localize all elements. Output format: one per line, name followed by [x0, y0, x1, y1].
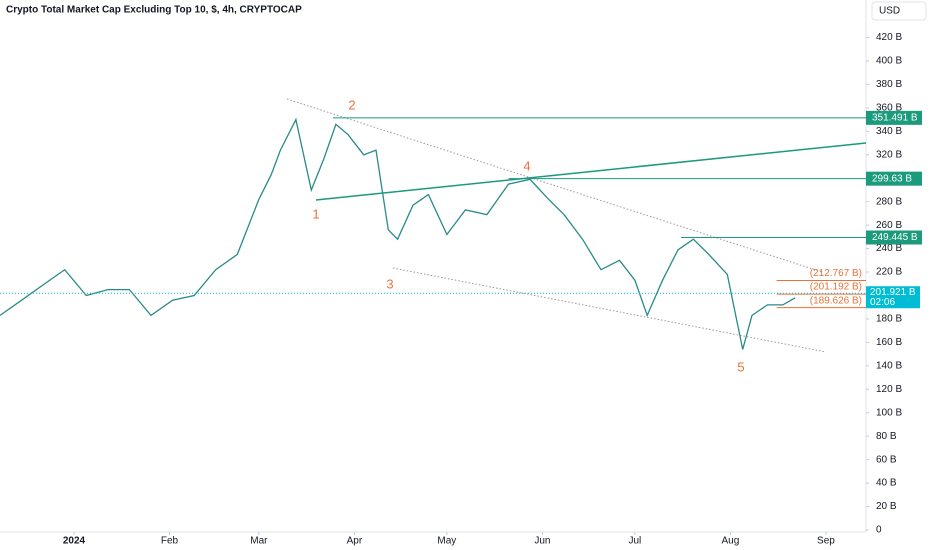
chart-title: Crypto Total Market Cap Excluding Top 10… [6, 5, 302, 16]
y-tick-label: 80 B [876, 431, 897, 442]
wave-label: 1 [312, 206, 319, 221]
channel-upper [286, 98, 823, 273]
y-tick-label: 20 B [876, 501, 897, 512]
last-price-label: 201.921 B [870, 287, 916, 298]
y-tick-label: 340 B [876, 126, 902, 137]
y-tick-label: 320 B [876, 149, 902, 160]
wave-label: 4 [523, 158, 530, 173]
y-tick-label: 240 B [876, 243, 902, 254]
level-box [866, 230, 922, 245]
level-label: (189.626 B) [810, 295, 862, 306]
x-tick-label: Aug [722, 536, 740, 547]
x-tick-label: Sep [817, 536, 835, 547]
last-price-box [866, 286, 920, 309]
y-tick-label: 420 B [876, 32, 902, 43]
price-line [0, 117, 796, 350]
y-tick-label: 280 B [876, 196, 902, 207]
countdown-label: 02:06 [870, 297, 895, 308]
y-tick-label: 220 B [876, 267, 902, 278]
y-tick-label: 400 B [876, 56, 902, 67]
y-tick-label: 180 B [876, 314, 902, 325]
trend-line [315, 142, 867, 201]
level-label: 249.445 B [872, 232, 918, 243]
channel-lower [392, 267, 827, 353]
wave-label: 5 [737, 359, 744, 374]
y-tick-label: 100 B [876, 407, 902, 418]
y-tick-label: 260 B [876, 220, 902, 231]
x-tick-label: Jul [628, 536, 641, 547]
wave-label: 3 [386, 276, 393, 291]
y-tick-label: 60 B [876, 454, 897, 465]
x-tick-label: May [437, 536, 456, 547]
level-label: (201.192 B) [810, 282, 862, 293]
y-tick-label: 160 B [876, 337, 902, 348]
x-tick-label: 2024 [63, 536, 86, 547]
x-tick-label: Apr [347, 536, 363, 547]
x-tick-label: Mar [250, 536, 268, 547]
wave-label: 2 [348, 97, 355, 112]
level-box [866, 171, 922, 186]
currency-button[interactable] [871, 1, 927, 21]
x-tick-label: Feb [161, 536, 179, 547]
y-tick-label: 120 B [876, 384, 902, 395]
level-box [866, 110, 922, 125]
level-label: (212.767 B) [810, 268, 862, 279]
y-tick-label: 0 [876, 525, 882, 536]
y-tick-label: 40 B [876, 478, 897, 489]
x-tick-label: Jun [534, 536, 550, 547]
level-label: 351.491 B [872, 112, 918, 123]
y-tick-label: 380 B [876, 79, 902, 90]
currency-label[interactable]: USD [879, 6, 900, 17]
y-tick-label: 360 B [876, 103, 902, 114]
y-tick-label: 140 B [876, 360, 902, 371]
level-label: 299.63 B [872, 173, 912, 184]
